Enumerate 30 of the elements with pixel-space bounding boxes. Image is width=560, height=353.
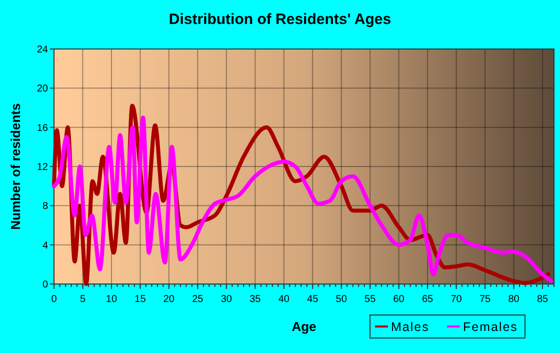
x-tick-label: 60 <box>393 294 405 305</box>
x-tick-label: 5 <box>80 294 86 305</box>
x-tick-label: 80 <box>508 294 520 305</box>
x-axis-title: Age <box>292 319 316 334</box>
x-tick-label: 35 <box>250 294 262 305</box>
x-tick-label: 75 <box>479 294 492 305</box>
x-tick-label: 55 <box>364 294 376 305</box>
y-tick-label: 12 <box>36 162 48 173</box>
x-tick-label: 20 <box>163 294 175 305</box>
x-tick-label: 0 <box>51 294 58 305</box>
y-tick-label: 24 <box>36 44 48 56</box>
legend-label: Females <box>463 320 518 334</box>
y-tick-label: 20 <box>36 84 48 95</box>
y-tick-label: 8 <box>42 201 48 212</box>
x-tick-label: 15 <box>134 294 146 305</box>
x-tick-label: 10 <box>106 294 118 305</box>
y-axis-title: Number of residents <box>8 103 23 230</box>
chart-title: Distribution of Residents' Ages <box>168 11 392 28</box>
y-tick-label: 16 <box>36 122 48 134</box>
legend-label: Males <box>391 320 430 334</box>
x-tick-label: 45 <box>307 294 319 305</box>
x-tick-label: 25 <box>192 294 204 305</box>
x-tick-label: 70 <box>450 294 462 305</box>
y-tick-label: 0 <box>42 280 48 290</box>
x-tick-label: 40 <box>278 294 290 305</box>
x-tick-label: 65 <box>422 294 434 305</box>
x-tick-label: 50 <box>336 294 348 305</box>
y-tick-label: 4 <box>42 240 48 252</box>
x-tick-label: 85 <box>536 294 549 305</box>
x-tick-label: 30 <box>220 294 232 305</box>
